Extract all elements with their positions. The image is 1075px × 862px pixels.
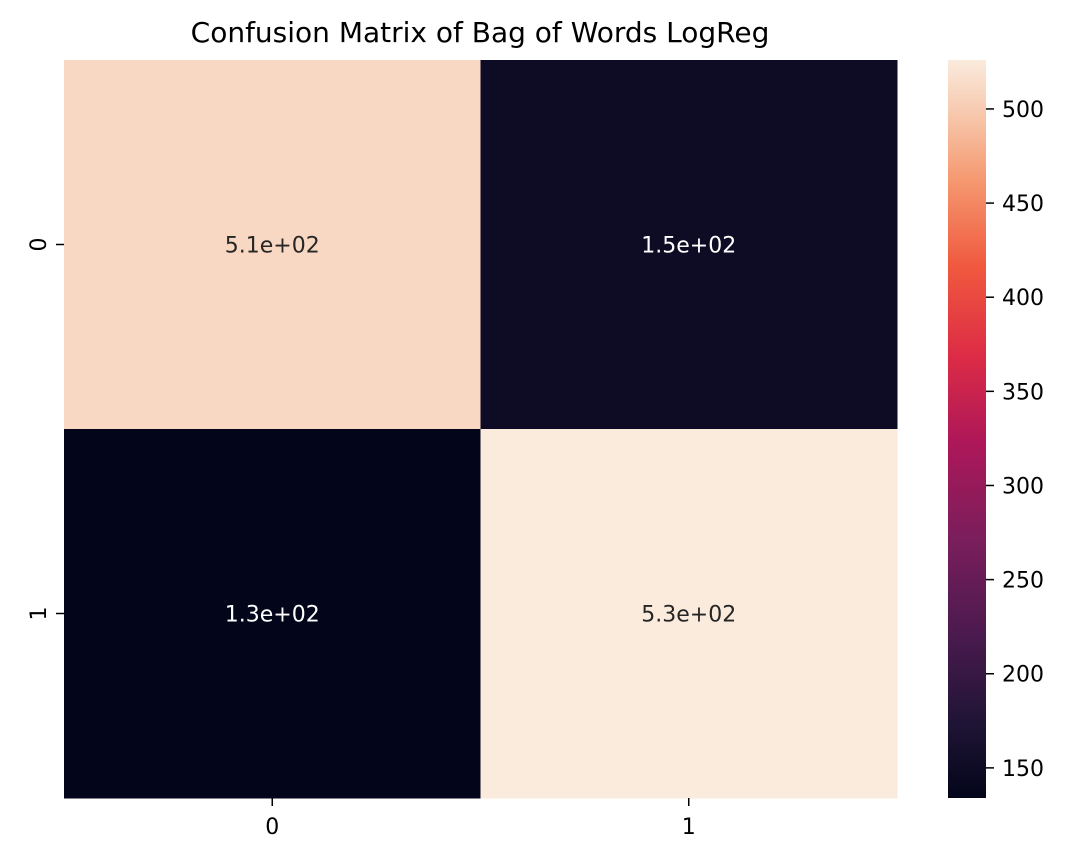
colorbar: [948, 60, 986, 798]
colorbar-ticks: 150 200 250 300 350 400 450 500: [986, 98, 1044, 782]
heatmap-cell-labels: 5.1e+02 1.5e+02 1.3e+02 5.3e+02: [225, 234, 736, 628]
colorbar-tick-label-5: 400: [1002, 286, 1044, 311]
x-tick-label-0: 0: [265, 815, 279, 840]
colorbar-tick-label-0: 150: [1002, 757, 1044, 782]
y-tick-label-0: 0: [27, 238, 52, 252]
y-tick-label-1: 1: [27, 607, 52, 621]
heatmap-cell-r1-c1: [480, 429, 898, 799]
colorbar-tick-label-2: 250: [1002, 569, 1044, 594]
heatmap-cell-r0-c1: [480, 60, 898, 430]
colorbar-tick-label-1: 200: [1002, 663, 1044, 688]
colorbar-tick-label-6: 450: [1002, 192, 1044, 217]
cell-label-r1-c1: 5.3e+02: [641, 603, 736, 628]
x-tick-label-1: 1: [682, 815, 696, 840]
heatmap-cell-r1-c0: [64, 429, 481, 799]
y-axis-ticks: 01: [27, 238, 64, 621]
heatmap-cell-r0-c0: [64, 60, 481, 430]
cell-label-r1-c0: 1.3e+02: [225, 603, 320, 628]
chart-title: Confusion Matrix of Bag of Words LogReg: [191, 16, 770, 49]
cell-label-r0-c0: 5.1e+02: [225, 234, 320, 259]
heatmap-cells: [64, 60, 898, 799]
colorbar-tick-label-7: 500: [1002, 98, 1044, 123]
colorbar-tick-label-4: 350: [1002, 380, 1044, 405]
colorbar-tick-label-3: 300: [1002, 474, 1044, 499]
cell-label-r0-c1: 1.5e+02: [641, 234, 736, 259]
